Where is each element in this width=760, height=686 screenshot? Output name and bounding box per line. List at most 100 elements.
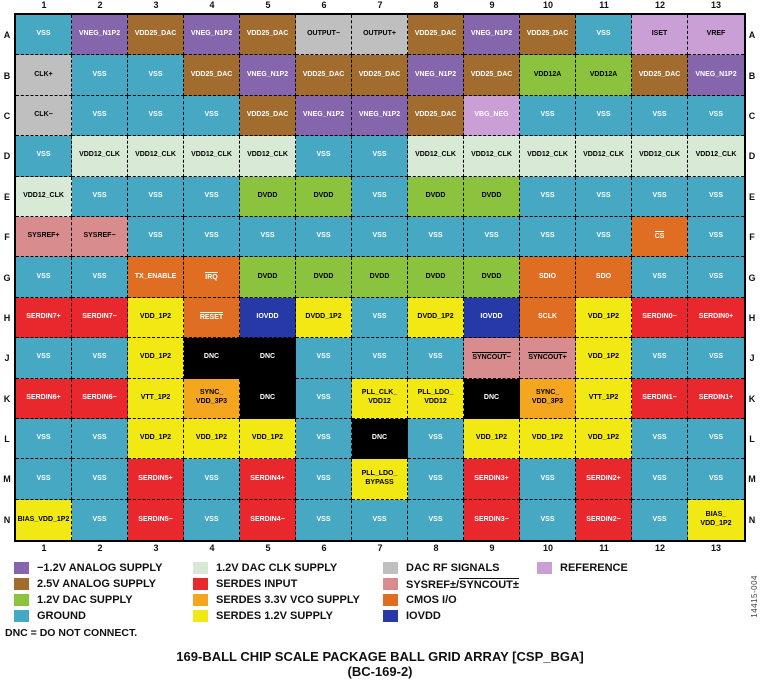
ball-cell-H3: VDD_1P2	[128, 297, 184, 339]
ball-label: SYSREF+	[27, 232, 60, 240]
ball-cell-B9: VDD25_DAC	[464, 55, 520, 96]
ball-label: VDD25_DAC	[302, 70, 345, 78]
ball-cell-G2: VSS	[72, 257, 128, 298]
ball-cell-G5: DVDD	[240, 257, 296, 298]
column-number-5: 5	[265, 543, 271, 553]
ball-cell-A2: VNEG_N1P2	[72, 15, 128, 56]
ball-cell-G9: DVDD	[464, 257, 520, 298]
column-number-2: 2	[97, 543, 103, 553]
ball-cell-J10: SYNCOUT+	[520, 338, 576, 379]
ball-cell-L2: VSS	[72, 418, 128, 460]
ball-label: VSS	[652, 353, 667, 361]
ball-label: VDD_1P2	[139, 434, 172, 442]
legend-column-2: 1.2V DAC CLK SUPPLY SERDES INPUT SERDES 3.…	[193, 560, 360, 624]
ball-cell-D4: VDD12_CLK	[184, 136, 240, 177]
row-letter-C: C	[3, 110, 11, 121]
ball-cell-M8: VSS	[408, 459, 464, 500]
column-number-8: 8	[433, 0, 439, 10]
ball-label: VSS	[148, 70, 163, 78]
column-number-12: 12	[654, 543, 665, 553]
ball-label: DVDD	[313, 191, 334, 199]
row-letter-G: G	[748, 272, 756, 283]
row-letter-H: H	[748, 312, 756, 323]
ball-cell-D11: VDD12_CLK	[576, 136, 632, 177]
ball-label: VSS	[204, 515, 219, 523]
ball-cell-B2: VSS	[72, 55, 128, 96]
ball-cell-J8: VSS	[408, 338, 464, 379]
ball-label: VSS	[708, 232, 723, 240]
ball-label: VDD12_CLK	[695, 151, 737, 159]
ball-label: SERDIN4−	[250, 515, 285, 523]
ball-label: VNEG_N1P2	[414, 70, 457, 78]
ball-cell-J9: SYNCOUT−	[464, 338, 520, 379]
ball-cell-N12: VSS	[632, 499, 688, 541]
ball-label: VDD12_CLK	[23, 191, 64, 199]
ball-label: VSS	[596, 232, 611, 240]
ball-label: VDD_1P2	[475, 434, 508, 442]
ball-cell-B11: VDD12A	[576, 55, 632, 96]
ball-label: VSS	[260, 232, 275, 240]
ball-cell-E1: VDD12_CLK	[16, 176, 72, 217]
column-number-1: 1	[41, 543, 47, 553]
legend-label: −1.2V ANALOG SUPPLY	[37, 562, 163, 574]
figure-subtitle: (BC-169-2)	[347, 664, 413, 679]
ball-cell-N13: BIAS_ VDD_1P2	[688, 499, 744, 541]
row-letter-E: E	[748, 191, 755, 202]
ball-label: TX_ENABLE	[134, 272, 177, 280]
ball-label: VSS	[708, 353, 723, 361]
ball-cell-M7: PLL_LDO_ BYPASS	[352, 459, 408, 500]
ball-cell-N10: VSS	[520, 499, 576, 541]
ball-label: VSS	[92, 70, 107, 78]
ball-label: VNEG_N1P2	[78, 30, 121, 38]
ball-cell-B4: VDD25_DAC	[184, 55, 240, 96]
ball-cell-F4: VSS	[184, 216, 240, 258]
ball-cell-F7: VSS	[352, 216, 408, 258]
ball-label: IRQ	[205, 271, 218, 281]
legend-item: REFERENCE	[537, 560, 628, 576]
ball-label: OUTPUT+	[363, 30, 396, 38]
ball-cell-A11: VSS	[576, 15, 632, 56]
dnc-note: DNC = DO NOT CONNECT.	[5, 627, 138, 639]
ball-label: VNEG_N1P2	[190, 30, 233, 38]
ball-label: DVDD	[481, 191, 502, 199]
ball-label: VSS	[92, 272, 107, 280]
ball-label: VDD12_CLK	[415, 151, 456, 159]
ball-cell-G10: SDIO	[520, 257, 576, 298]
ball-cell-K1: SERDIN6+	[16, 378, 72, 419]
ball-label: CS	[654, 231, 665, 241]
ball-label: VSS	[484, 232, 499, 240]
legend-label: SERDES 1.2V SUPPLY	[216, 610, 333, 622]
ball-cell-M13: VSS	[688, 459, 744, 500]
ball-cell-K3: VTT_1P2	[128, 378, 184, 419]
ball-cell-M9: SERDIN3+	[464, 459, 520, 500]
sin-swatch	[193, 578, 208, 590]
ball-label: VSS	[652, 191, 667, 199]
ball-cell-C7: VNEG_N1P2	[352, 95, 408, 137]
ball-cell-L9: VDD_1P2	[464, 418, 520, 460]
row-letters-left: A B C D E F G H J K L M N	[0, 15, 14, 540]
ball-label: SERDIN0+	[698, 313, 734, 321]
ball-cell-G3: TX_ENABLE	[128, 257, 184, 298]
row-letter-A: A	[748, 30, 756, 41]
legend-item: 2.5V ANALOG SUPPLY	[14, 576, 162, 592]
ball-label: VSS	[316, 474, 331, 482]
ball-cell-M6: VSS	[296, 459, 352, 500]
ball-cell-F11: VSS	[576, 216, 632, 258]
sysref-swatch	[383, 578, 398, 590]
ball-label: VBG_NEG	[474, 111, 509, 119]
ball-cell-K8: PLL_LDO_ VDD12	[408, 378, 464, 419]
ball-cell-M3: SERDIN5+	[128, 459, 184, 500]
ball-cell-N11: SERDIN2−	[576, 499, 632, 541]
ball-label: DVDD	[313, 272, 334, 280]
ball-label: VDD25_DAC	[638, 70, 681, 78]
column-number-6: 6	[321, 543, 327, 553]
ball-cell-J1: VSS	[16, 338, 72, 379]
ball-cell-K9: DNC	[464, 378, 520, 419]
row-letter-L: L	[4, 434, 10, 445]
row-letter-D: D	[748, 151, 756, 162]
legend-label: REFERENCE	[560, 562, 628, 574]
ball-cell-A7: OUTPUT+	[352, 15, 408, 56]
ball-cell-D12: VDD12_CLK	[632, 136, 688, 177]
ball-label: VSS	[540, 474, 555, 482]
ball-cell-H5: IOVDD	[240, 297, 296, 339]
